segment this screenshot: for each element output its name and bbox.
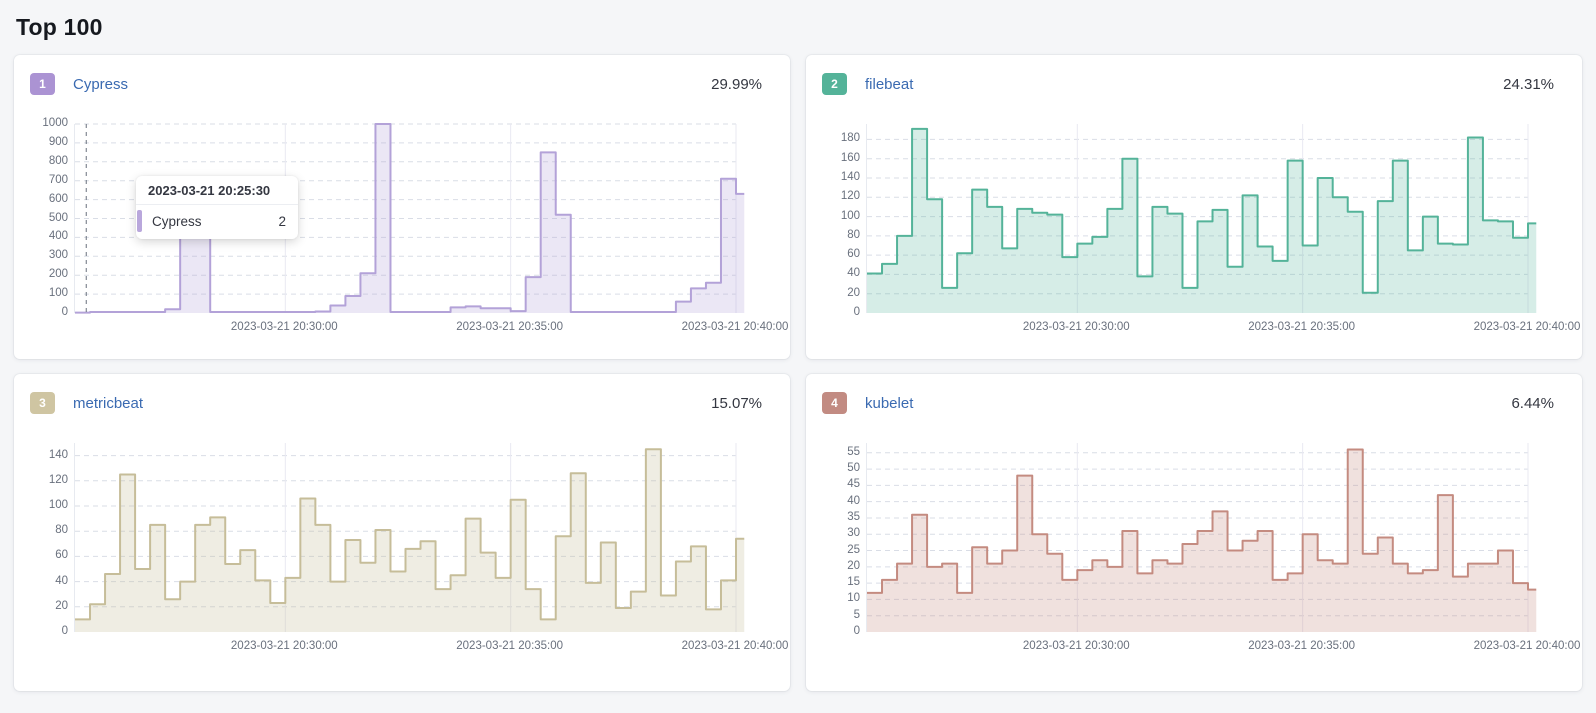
percent-value: 29.99% (711, 75, 762, 93)
chart-card-metricbeat: 3 metricbeat 15.07% 0 20 40 60 80 100 120 140 2… (14, 374, 790, 691)
y-axis-tick-label: 10 (847, 592, 860, 605)
y-axis-tick-label: 700 (48, 173, 68, 186)
y-axis-tick-label: 120 (840, 190, 860, 203)
rank-badge: 3 (30, 392, 55, 414)
x-axis: 2023-03-21 20:30:00 2023-03-21 20:35:00 20… (74, 632, 788, 654)
y-axis-tick-label: 5 (853, 608, 860, 621)
y-axis-tick-label: 40 (847, 267, 860, 280)
page-title: Top 100 (16, 14, 103, 40)
y-axis-tick-label: 140 (48, 448, 68, 461)
series-link-cypress[interactable]: Cypress (73, 75, 129, 93)
x-axis-tick-label: 2023-03-21 20:40:00 (1473, 321, 1581, 333)
y-axis-tick-label: 80 (55, 524, 68, 537)
rank-badge: 4 (822, 392, 847, 414)
chart-plot[interactable] (866, 124, 1537, 313)
chart-canvas (867, 124, 1537, 313)
tooltip-series-row: Cypress 2 (136, 205, 298, 239)
x-axis-tick-label: 2023-03-21 20:40:00 (681, 640, 789, 652)
chart-plot[interactable] (74, 443, 745, 632)
rank-badge: 1 (30, 73, 55, 95)
chart-plot[interactable] (866, 443, 1537, 632)
chart-tooltip: 2023-03-21 20:25:30 Cypress 2 (136, 176, 298, 239)
y-axis-tick-label: 120 (48, 473, 68, 486)
y-axis-tick-label: 180 (840, 132, 860, 145)
series-link-metricbeat[interactable]: metricbeat (73, 394, 144, 412)
y-axis-tick-label: 900 (48, 135, 68, 148)
y-axis-tick-label: 60 (55, 549, 68, 562)
y-axis-tick-label: 80 (847, 228, 860, 241)
y-axis-tick-label: 500 (48, 211, 68, 224)
card-header: 1 Cypress 29.99% (14, 55, 790, 95)
x-axis-tick-label: 2023-03-21 20:40:00 (681, 321, 789, 333)
x-axis-tick-label: 2023-03-21 20:35:00 (456, 640, 564, 652)
chart-card-filebeat: 2 filebeat 24.31% 0 20 40 60 80 100 120 140 160 1… (806, 55, 1582, 359)
y-axis-tick-label: 45 (847, 478, 860, 491)
tooltip-timestamp: 2023-03-21 20:25:30 (136, 176, 298, 205)
y-axis-tick-label: 60 (847, 248, 860, 261)
y-axis-tick-label: 140 (840, 171, 860, 183)
y-axis-tick-label: 35 (847, 510, 860, 523)
y-axis-tick-label: 20 (55, 599, 68, 612)
y-axis-tick-label: 20 (847, 559, 860, 572)
y-axis-tick-label: 100 (48, 499, 68, 511)
chart-canvas (75, 443, 745, 632)
y-axis-tick-label: 55 (847, 445, 860, 458)
chart-area: 0 5 10 15 20 25 30 35 40 45 50 55 2023-03-21 20:30:… (806, 443, 1582, 654)
chart-card-kubelet: 4 kubelet 6.44% 0 5 10 15 20 25 30 35 40 45 50 55 2… (806, 374, 1582, 691)
x-axis-tick-label: 2023-03-21 20:30:00 (1022, 321, 1130, 333)
y-axis-tick-label: 40 (847, 494, 860, 507)
y-axis-tick-label: 0 (61, 306, 68, 318)
x-axis-tick-label: 2023-03-21 20:35:00 (1248, 640, 1356, 652)
y-axis-tick-label: 160 (840, 151, 860, 164)
tooltip-series-value: 2 (278, 213, 286, 229)
y-axis-tick-label: 400 (48, 230, 68, 243)
y-axis: 0 20 40 60 80 100 120 140 (30, 443, 74, 654)
x-axis: 2023-03-21 20:30:00 2023-03-21 20:35:00 20… (866, 632, 1580, 654)
chart-area: 0 100 200 300 400 500 600 700 800 900 1000 2023-03… (14, 117, 790, 335)
y-axis-tick-label: 0 (853, 625, 860, 637)
card-header: 3 metricbeat 15.07% (14, 374, 790, 414)
tooltip-series-name: Cypress (152, 213, 202, 229)
y-axis-tick-label: 30 (847, 527, 860, 540)
cards-grid: 1 Cypress 29.99% 0 100 200 300 400 500 600 700 8… (14, 55, 1582, 691)
y-axis-tick-label: 600 (48, 192, 68, 205)
y-axis-tick-label: 0 (853, 306, 860, 318)
x-axis-tick-label: 2023-03-21 20:30:00 (1022, 640, 1130, 652)
chart-area: 0 20 40 60 80 100 120 140 2023-03-21 20:30:00 20… (14, 443, 790, 654)
x-axis-tick-label: 2023-03-21 20:30:00 (230, 640, 338, 652)
x-axis-tick-label: 2023-03-21 20:40:00 (1473, 640, 1581, 652)
series-link-kubelet[interactable]: kubelet (865, 394, 914, 412)
percent-value: 15.07% (711, 394, 762, 412)
y-axis-tick-label: 300 (48, 249, 68, 262)
y-axis: 0 5 10 15 20 25 30 35 40 45 50 55 (822, 443, 866, 654)
y-axis-tick-label: 0 (61, 625, 68, 637)
y-axis-tick-label: 40 (55, 574, 68, 587)
y-axis-tick-label: 800 (48, 154, 68, 167)
y-axis-tick-label: 200 (48, 268, 68, 281)
chart-card-cypress: 1 Cypress 29.99% 0 100 200 300 400 500 600 700 8… (14, 55, 790, 359)
x-axis-tick-label: 2023-03-21 20:35:00 (456, 321, 564, 333)
series-color-swatch (137, 210, 142, 232)
card-header: 4 kubelet 6.44% (806, 374, 1582, 414)
x-axis: 2023-03-21 20:30:00 2023-03-21 20:35:00 20… (866, 313, 1580, 335)
y-axis-tick-label: 25 (847, 543, 860, 556)
percent-value: 6.44% (1511, 394, 1554, 412)
y-axis-tick-label: 100 (840, 209, 860, 222)
x-axis-tick-label: 2023-03-21 20:35:00 (1248, 321, 1356, 333)
y-axis-tick-label: 50 (847, 462, 860, 475)
y-axis: 0 20 40 60 80 100 120 140 160 180 (822, 124, 866, 335)
x-axis-tick-label: 2023-03-21 20:30:00 (230, 321, 338, 333)
chart-area: 0 20 40 60 80 100 120 140 160 180 2023-03-21 20:3… (806, 124, 1582, 335)
chart-canvas (867, 443, 1537, 632)
card-header: 2 filebeat 24.31% (806, 55, 1582, 95)
y-axis-tick-label: 100 (48, 287, 68, 300)
y-axis-tick-label: 20 (847, 286, 860, 299)
y-axis-tick-label: 1000 (42, 117, 68, 129)
y-axis: 0 100 200 300 400 500 600 700 800 900 1000 (30, 117, 74, 335)
x-axis: 2023-03-21 20:30:00 2023-03-21 20:35:00 20… (74, 313, 788, 335)
rank-badge: 2 (822, 73, 847, 95)
percent-value: 24.31% (1503, 75, 1554, 93)
y-axis-tick-label: 15 (847, 576, 860, 589)
series-link-filebeat[interactable]: filebeat (865, 75, 914, 93)
